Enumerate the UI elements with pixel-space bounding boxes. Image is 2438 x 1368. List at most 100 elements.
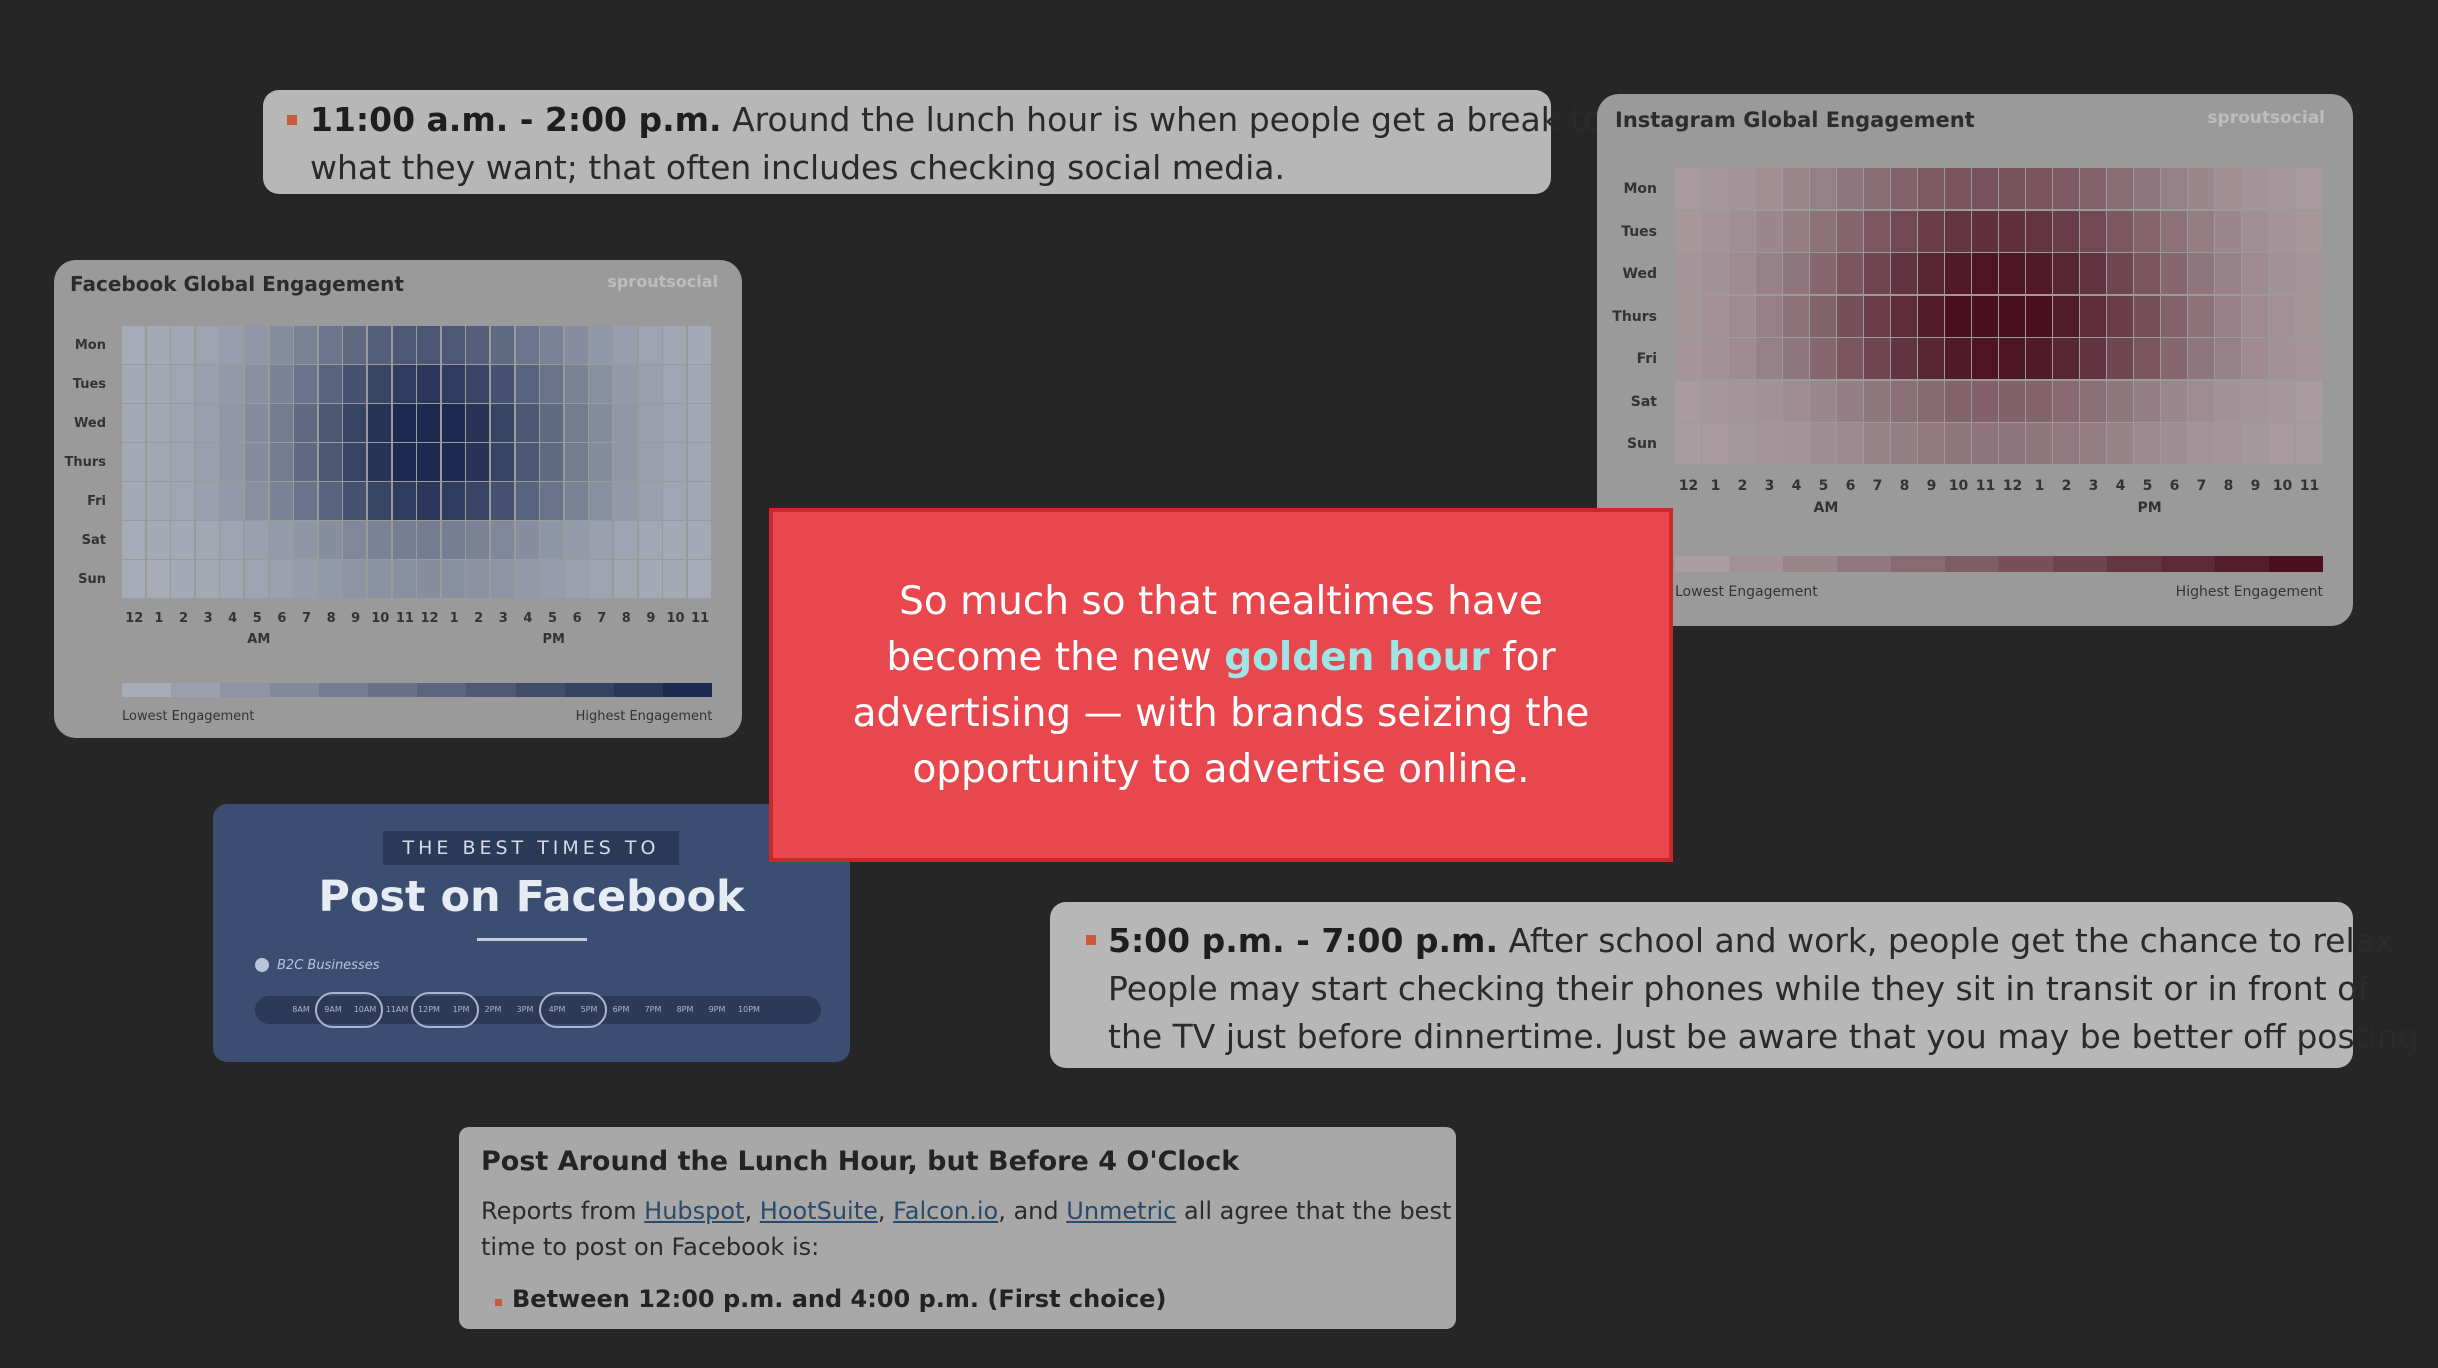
hour-label: 1 (449, 611, 459, 626)
heatmap-cell (1729, 295, 1755, 337)
heatmap-cell (515, 443, 539, 481)
heatmap-cell (2080, 338, 2106, 379)
heatmap-cell (195, 560, 219, 598)
heatmap-cell (663, 521, 687, 559)
heatmap-cell (2026, 380, 2052, 422)
callout-lunch-hour: 11:00 a.m. - 2:00 p.m. Around the lunch … (263, 90, 1655, 194)
heatmap-cell (2107, 338, 2133, 379)
hour-label: 1 (2034, 477, 2045, 494)
heatmap-cell (2242, 295, 2268, 337)
heatmap-cell (195, 482, 219, 520)
heatmap-cell (1891, 338, 1917, 379)
legend-swatch (1783, 555, 1837, 572)
heatmap-cell (1756, 210, 1782, 252)
link-falcon[interactable]: Falcon.io (893, 1197, 999, 1225)
heatmap-cell (515, 365, 539, 403)
heatmap-cell (1756, 338, 1782, 379)
heatmap-cell (2053, 295, 2079, 337)
callout-time-range: 11:00 a.m. - 2:00 p.m. (310, 100, 722, 139)
hour-label: 2 (178, 611, 188, 626)
hour-label: 7 (2196, 477, 2207, 494)
legend-high-label: Highest Engagement (575, 709, 713, 724)
heatmap-cell (1810, 253, 1836, 294)
heatmap-cell (171, 560, 195, 598)
time-slot-12pm: 12PM (418, 1005, 440, 1014)
heatmap-cell (122, 365, 146, 403)
heatmap-cell (1810, 338, 1836, 379)
hour-label: 4 (523, 611, 533, 626)
link-unmetric[interactable]: Unmetric (1066, 1197, 1177, 1225)
heatmap-cell (1756, 295, 1782, 337)
hour-label: 11 (691, 611, 710, 626)
heatmap-cell (441, 326, 465, 364)
day-label-wed: Wed (74, 415, 106, 431)
hour-label: 12 (1678, 477, 1699, 494)
hour-label: 5 (252, 611, 262, 626)
heatmap-cell (1675, 210, 1701, 252)
heatmap-cell (2026, 423, 2052, 464)
heatmap-cell (368, 326, 392, 364)
day-label-fri: Fri (87, 493, 106, 509)
heatmap-cell (392, 521, 416, 559)
heatmap-cell (343, 521, 367, 559)
heatmap-cell (417, 443, 441, 481)
heatmap-cell (466, 560, 490, 598)
chart-title: Instagram Global Engagement (1615, 108, 1975, 132)
heatmap-cell (392, 560, 416, 598)
heatmap-cell (1945, 253, 1971, 294)
link-hubspot[interactable]: Hubspot (644, 1197, 745, 1225)
article-text: all agree that the best (1176, 1197, 1452, 1225)
message-text: for (1489, 635, 1556, 680)
heatmap-cell (343, 365, 367, 403)
link-hootsuite[interactable]: HootSuite (759, 1197, 878, 1225)
heatmap-cell (589, 482, 613, 520)
sproutsocial-logo: sproutsocial (607, 272, 718, 291)
legend-swatch (2161, 555, 2215, 572)
heatmap-cell (1891, 423, 1917, 464)
heatmap-cell (2296, 210, 2322, 252)
heatmap-cell (2053, 423, 2079, 464)
heatmap-cell (1756, 253, 1782, 294)
heatmap-cell (1729, 338, 1755, 379)
infographic-title: Post on Facebook (318, 872, 745, 922)
instagram-engagement-chart: Instagram Global Engagement sproutsocial… (1597, 94, 2353, 626)
hour-label: 11 (2299, 477, 2320, 494)
heatmap-cell (392, 365, 416, 403)
heatmap-cell (146, 482, 170, 520)
heatmap-cell (1729, 423, 1755, 464)
heatmap-cell (540, 404, 564, 442)
heatmap-cell (1702, 380, 1728, 422)
heatmap-cell (1837, 210, 1863, 252)
hour-label: 7 (1872, 477, 1883, 494)
best-times-facebook-infographic: THE BEST TIMES TO Post on Facebook B2C B… (213, 804, 850, 1062)
heatmap-cell (687, 482, 711, 520)
day-label-wed: Wed (1622, 266, 1657, 283)
heatmap-cell (589, 404, 613, 442)
heatmap-cell (614, 521, 638, 559)
heatmap-cell (2269, 168, 2295, 209)
heatmap-cell (614, 560, 638, 598)
hour-label: 10 (2272, 477, 2293, 494)
tag-icon (255, 958, 269, 972)
heatmap-cell (441, 521, 465, 559)
hour-label: 5 (547, 611, 557, 626)
heatmap-cell (2188, 380, 2214, 422)
heatmap-cell (687, 326, 711, 364)
heatmap-cell (2215, 253, 2241, 294)
heatmap-cell (589, 560, 613, 598)
heatmap-cell (466, 443, 490, 481)
pm-label: PM (542, 632, 565, 647)
heatmap-cell (2161, 253, 2187, 294)
heatmap-cell (687, 404, 711, 442)
heatmap-cell (1864, 210, 1890, 252)
heatmap-cell (2269, 253, 2295, 294)
legend-swatch (368, 683, 418, 697)
heatmap-cell (269, 404, 293, 442)
heatmap-cell (564, 326, 588, 364)
time-slot-11am: 11AM (385, 1005, 409, 1014)
heatmap-cell (1756, 380, 1782, 422)
facebook-engagement-chart: Facebook Global Engagement sproutsocial … (54, 260, 742, 738)
heatmap-cell (146, 365, 170, 403)
heatmap-cell (564, 560, 588, 598)
sproutsocial-logo: sproutsocial (2207, 108, 2325, 128)
